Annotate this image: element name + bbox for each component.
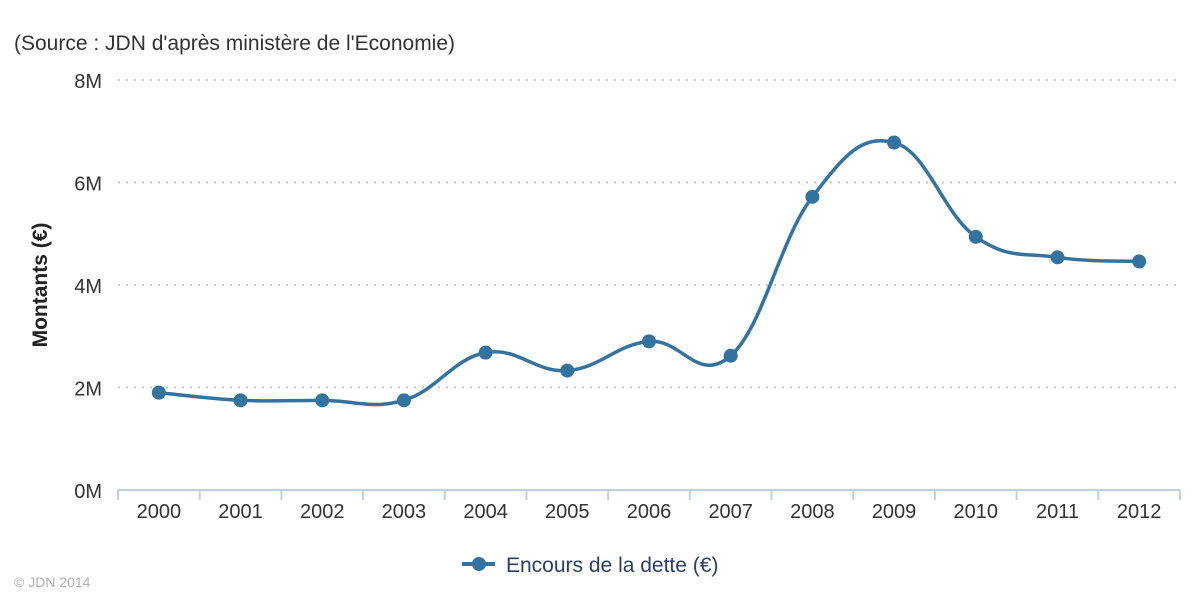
x-axis: 2000 2001 2002 2003 2004 2005 2006 2007 2008 2009… [117, 489, 1181, 523]
y-tick-label: 4M [74, 276, 102, 298]
y-tick-label: 6M [74, 174, 102, 196]
y-tick-labels: 0M 2M 4M 6M 8M [74, 71, 102, 503]
y-tick-label: 8M [74, 71, 102, 93]
data-point-2009[interactable] [887, 135, 902, 150]
data-point-2003[interactable] [396, 393, 411, 408]
x-tick-label: 2000 [137, 501, 182, 523]
x-tick-label: 2006 [627, 501, 672, 523]
x-tick-label: 2011 [1036, 501, 1079, 523]
data-point-2010[interactable] [968, 229, 983, 244]
data-point-2008[interactable] [805, 189, 820, 204]
legend[interactable]: Encours de la dette (€) [462, 554, 718, 577]
series-layer [151, 135, 1147, 408]
credit: © JDN 2014 [14, 574, 91, 590]
legend-dot-marker [472, 557, 486, 571]
x-tick-label: 2012 [1117, 501, 1162, 523]
y-tick-label: 2M [74, 379, 102, 401]
x-tick-label: 2007 [708, 501, 753, 523]
x-tick-label: 2005 [545, 501, 590, 523]
data-point-2000[interactable] [151, 385, 166, 400]
data-point-2005[interactable] [560, 363, 575, 378]
y-tick-label: 0M [74, 481, 102, 503]
data-point-2002[interactable] [315, 393, 330, 408]
x-tick-label: 2008 [790, 501, 835, 523]
source-note: (Source : JDN d'après ministère de l'Eco… [14, 32, 455, 55]
data-point-2006[interactable] [642, 334, 656, 349]
x-tick-label: 2001 [218, 501, 263, 523]
y-axis-title: Montants (€) [29, 223, 52, 348]
x-tick-label: 2002 [300, 501, 345, 523]
data-point-2004[interactable] [478, 345, 493, 360]
data-point-2007[interactable] [723, 348, 738, 363]
legend-label[interactable]: Encours de la dette (€) [506, 554, 718, 577]
data-point-2001[interactable] [233, 393, 248, 408]
x-tick-label: 2003 [382, 501, 427, 523]
x-tick-label: 2004 [463, 501, 508, 523]
series-line [158, 139, 1140, 407]
x-tick-label: 2009 [872, 501, 917, 523]
data-point-2011[interactable] [1050, 250, 1065, 265]
data-point-2012[interactable] [1132, 254, 1147, 269]
x-tick-label: 2010 [954, 501, 999, 523]
gridlines [118, 79, 1180, 389]
